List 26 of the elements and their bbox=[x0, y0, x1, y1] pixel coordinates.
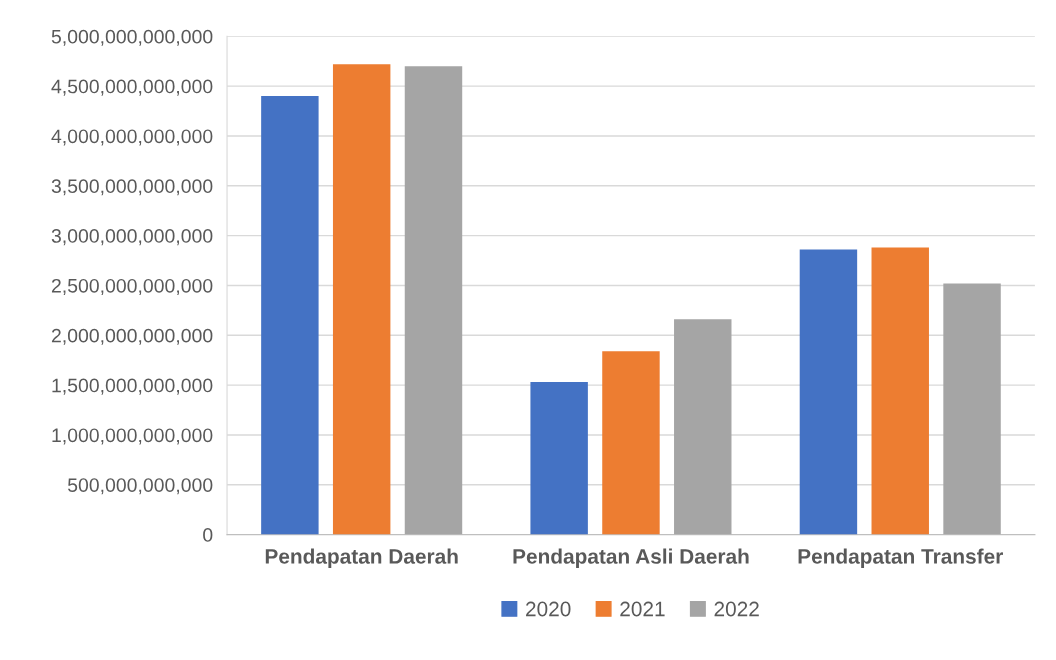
y-tick-label: 2,000,000,000,000 bbox=[51, 328, 213, 345]
y-tick-label: 0 bbox=[203, 528, 213, 542]
y-tick-label: 5,000,000,000,000 bbox=[51, 29, 213, 46]
y-tick-label: 4,000,000,000,000 bbox=[51, 129, 213, 146]
bar bbox=[261, 96, 319, 535]
bar bbox=[799, 249, 858, 535]
bar bbox=[943, 283, 1001, 535]
bar bbox=[674, 319, 732, 535]
y-tick-label: 2,500,000,000,000 bbox=[51, 278, 213, 295]
y-tick-label: 1,500,000,000,000 bbox=[52, 378, 213, 395]
y-tick-label: 3,000,000,000,000 bbox=[51, 229, 213, 246]
y-tick-label: 4,500,000,000,000 bbox=[51, 79, 213, 96]
x-tick-label: Pendapatan Transfer bbox=[798, 548, 1003, 568]
y-tick-label: 1,000,000,000,000 bbox=[52, 428, 213, 445]
bar bbox=[404, 66, 463, 535]
bar bbox=[602, 351, 660, 535]
legend-label: 2020 bbox=[526, 601, 571, 617]
x-tick-label: Pendapatan Daerah bbox=[265, 548, 458, 568]
y-tick-label: 500,000,000,000 bbox=[67, 478, 213, 495]
bar bbox=[871, 247, 929, 535]
legend-label: 2021 bbox=[620, 601, 665, 617]
bar bbox=[530, 382, 588, 535]
x-tick-label: Pendapatan Asli Daerah bbox=[513, 548, 749, 568]
legend-label: 2022 bbox=[714, 601, 759, 617]
y-tick-label: 3,500,000,000,000 bbox=[51, 179, 213, 196]
bar bbox=[332, 64, 391, 535]
